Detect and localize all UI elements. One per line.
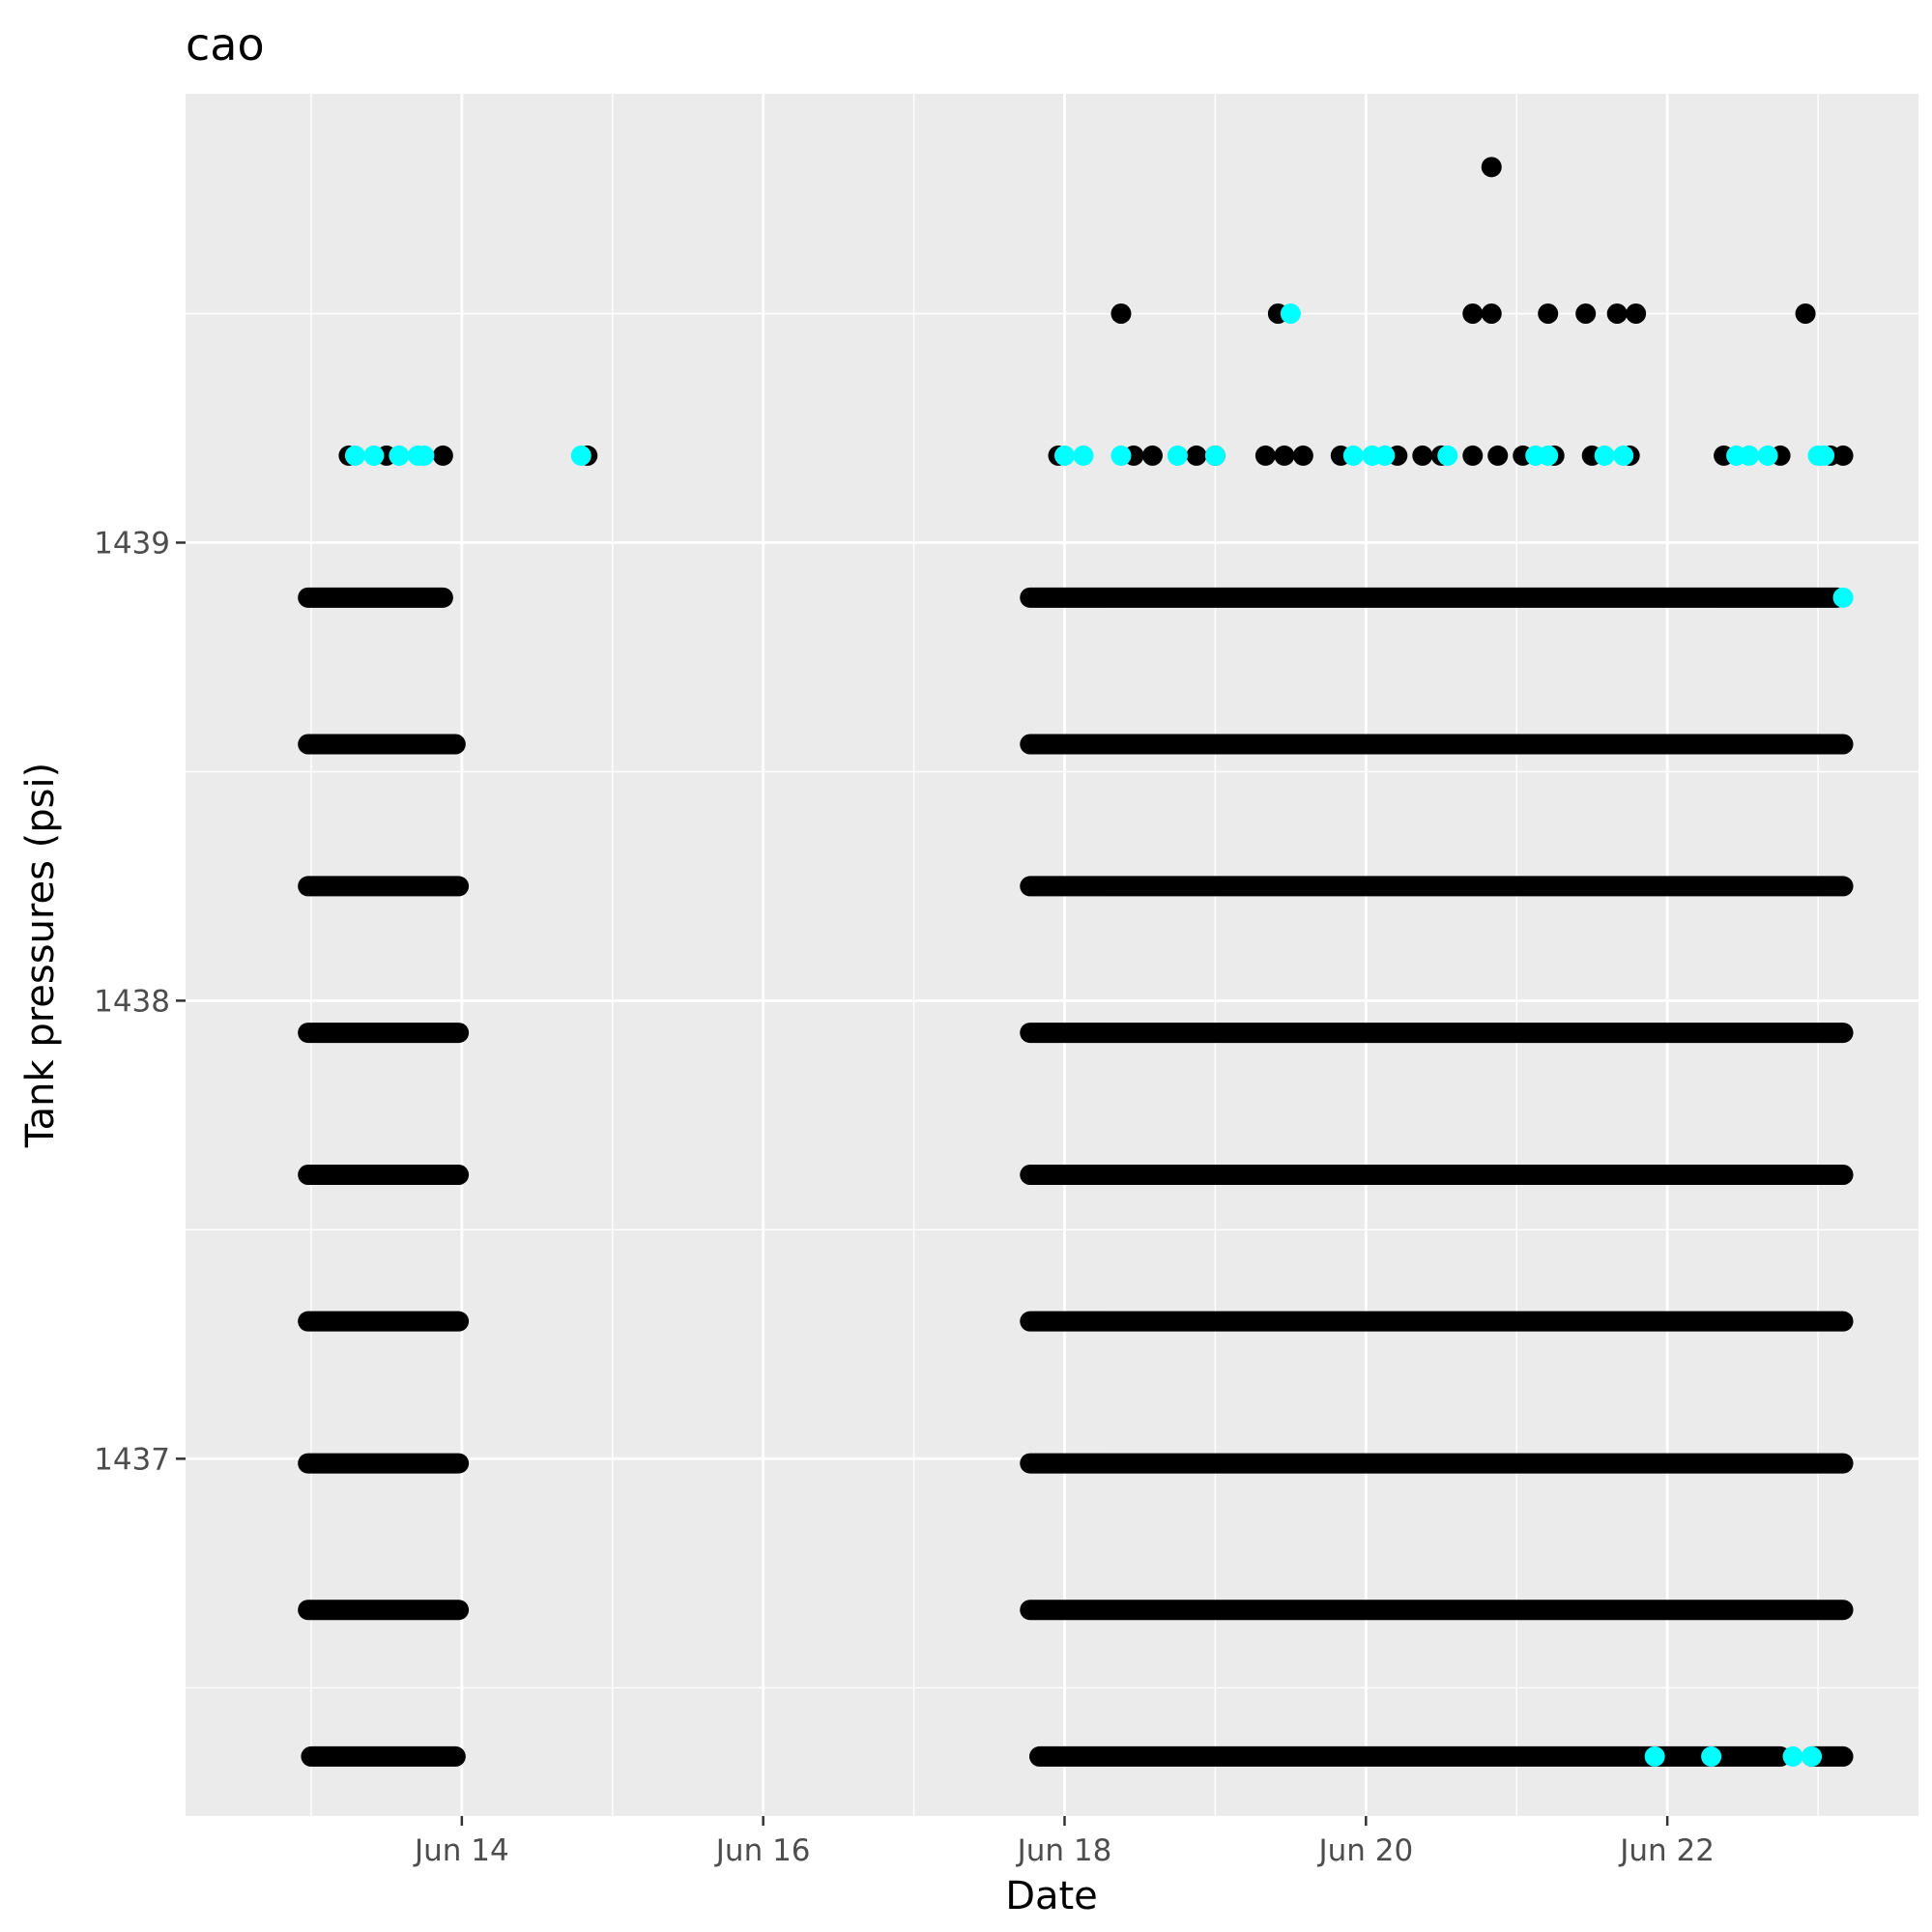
data-point: [1167, 445, 1188, 466]
data-point: [1538, 303, 1559, 324]
data-point: [1342, 445, 1364, 466]
data-point: [1626, 303, 1647, 324]
data-point: [1274, 445, 1295, 466]
x-tick-label: Jun 14: [413, 1833, 509, 1868]
data-point: [432, 445, 453, 466]
data-point: [1802, 1745, 1823, 1767]
data-point: [1110, 303, 1132, 324]
data-point: [1374, 445, 1396, 466]
points: [338, 157, 1854, 1767]
x-tick-label: Jun 22: [1618, 1833, 1715, 1868]
x-tick-label: Jun 20: [1316, 1833, 1413, 1868]
data-point: [1739, 445, 1760, 466]
x-axis-title: Date: [1005, 1874, 1098, 1918]
data-point: [1073, 445, 1094, 466]
data-point: [1186, 445, 1207, 466]
data-point: [1141, 445, 1163, 466]
data-point: [1481, 157, 1502, 178]
data-point: [1594, 445, 1615, 466]
data-point: [1795, 303, 1816, 324]
data-point: [1437, 445, 1458, 466]
data-point: [363, 445, 385, 466]
data-point: [1280, 303, 1301, 324]
data-point: [1412, 445, 1433, 466]
x-axis: Jun 14 Jun 16 Jun 18 Jun 20 Jun 22: [413, 1816, 1715, 1868]
x-tick-label: Jun 18: [1016, 1833, 1112, 1868]
data-point: [1814, 445, 1835, 466]
y-axis: 1437 1438 1439: [94, 526, 186, 1477]
data-point: [1053, 445, 1075, 466]
data-point: [414, 445, 435, 466]
y-tick-label: 1437: [94, 1442, 170, 1477]
y-tick-label: 1438: [94, 984, 170, 1019]
data-point: [1462, 303, 1484, 324]
data-point: [1487, 445, 1509, 466]
data-point: [1644, 1745, 1665, 1767]
grid-major: [186, 94, 1918, 1816]
data-point: [1110, 445, 1132, 466]
data-point: [1292, 445, 1313, 466]
data-point: [1462, 445, 1484, 466]
data-point: [1701, 1745, 1722, 1767]
plot-panel: [186, 94, 1918, 1816]
data-point: [1832, 445, 1854, 466]
chart-title: cao: [186, 18, 265, 71]
x-tick-label: Jun 16: [714, 1833, 811, 1868]
data-point: [1538, 445, 1559, 466]
data-point: [570, 445, 591, 466]
point-runs: [298, 587, 1854, 1767]
data-point: [344, 445, 365, 466]
data-point: [1481, 303, 1502, 324]
data-point: [1613, 445, 1634, 466]
data-point: [1782, 1745, 1803, 1767]
y-axis-title: Tank pressures (psi): [18, 763, 63, 1148]
data-point: [1832, 587, 1854, 608]
data-point: [1757, 445, 1778, 466]
y-tick-label: 1439: [94, 526, 170, 561]
data-point: [1204, 445, 1226, 466]
data-point: [1575, 303, 1597, 324]
data-point: [389, 445, 410, 466]
data-point: [1254, 445, 1276, 466]
data-point: [1606, 303, 1628, 324]
